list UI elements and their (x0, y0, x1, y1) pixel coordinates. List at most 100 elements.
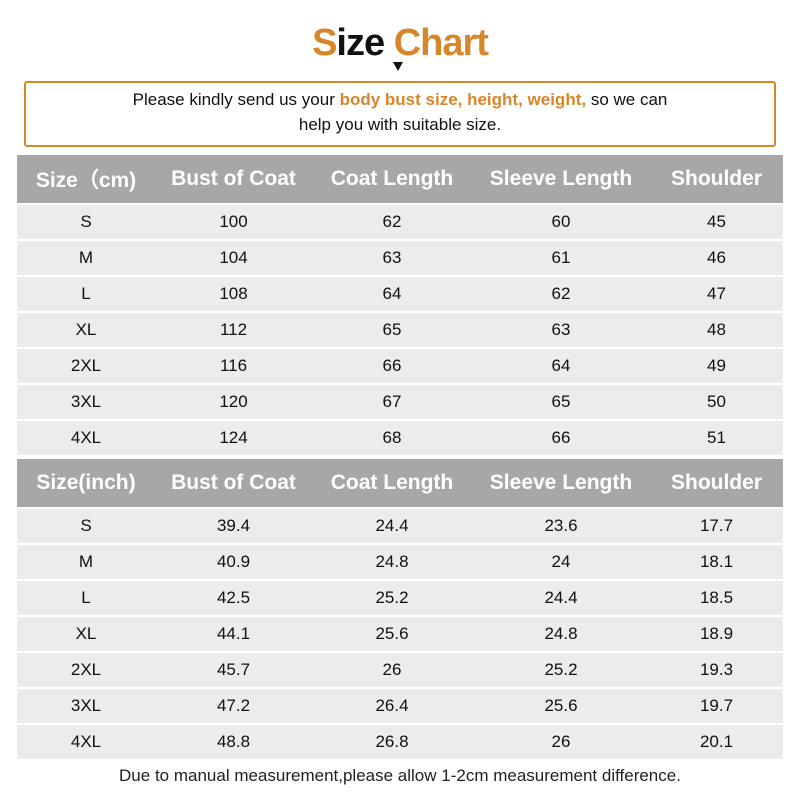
table-cell: 45 (650, 205, 783, 239)
table-cell: M (17, 545, 155, 579)
table-row: XL 44.1 25.6 24.8 18.9 (17, 617, 783, 651)
table-cell: 64 (312, 277, 472, 311)
table-cell: 39.4 (155, 509, 312, 543)
table-cell: 18.1 (650, 545, 783, 579)
column-header: Shoulder (650, 459, 783, 507)
table-cell: 66 (472, 421, 650, 455)
table-cell: 42.5 (155, 581, 312, 615)
table-cell: 26 (472, 725, 650, 759)
column-header: Coat Length (312, 155, 472, 203)
table-cell: L (17, 277, 155, 311)
column-header: Coat Length (312, 459, 472, 507)
notice-text-end: so we can (586, 90, 668, 109)
table-cell: 24.8 (472, 617, 650, 651)
notice-box: Please kindly send us your body bust siz… (24, 81, 776, 147)
column-header: Size（cm) (17, 155, 155, 203)
table-row: 3XL 47.2 26.4 25.6 19.7 (17, 689, 783, 723)
down-arrow-icon (393, 62, 403, 71)
table-cell: XL (17, 313, 155, 347)
table-cell: 61 (472, 241, 650, 275)
table-cell: 47 (650, 277, 783, 311)
table-cell: 48 (650, 313, 783, 347)
table-cell: 40.9 (155, 545, 312, 579)
table-cell: 46 (650, 241, 783, 275)
table-cell: 64 (472, 349, 650, 383)
table-cell: 108 (155, 277, 312, 311)
table-cell: 65 (472, 385, 650, 419)
table-row: 4XL 48.8 26.8 26 20.1 (17, 725, 783, 759)
table-cell: 51 (650, 421, 783, 455)
table-row: M 40.9 24.8 24 18.1 (17, 545, 783, 579)
header-row: Size（cm) Bust of Coat Coat Length Sleeve Le… (17, 155, 783, 203)
table-row: M 104 63 61 46 (17, 241, 783, 275)
table-row: 4XL 124 68 66 51 (17, 421, 783, 455)
table-row: S 39.4 24.4 23.6 17.7 (17, 509, 783, 543)
table-row: S 100 62 60 45 (17, 205, 783, 239)
title-rest: ize (336, 22, 385, 64)
table-cell: 24 (472, 545, 650, 579)
column-header: Sleeve Length (472, 459, 650, 507)
table-cell: 19.7 (650, 689, 783, 723)
footer-note: Due to manual measurement,please allow 1… (119, 766, 681, 785)
table-cell: 2XL (17, 349, 155, 383)
cm-size-table: Size（cm) Bust of Coat Coat Length Sleeve Le… (17, 153, 783, 457)
table-row: 2XL 116 66 64 49 (17, 349, 783, 383)
table-cell: 24.4 (472, 581, 650, 615)
table-cell: 25.2 (312, 581, 472, 615)
table-cell: 26.4 (312, 689, 472, 723)
table-cell: 24.8 (312, 545, 472, 579)
table-row: XL 112 65 63 48 (17, 313, 783, 347)
column-header: Sleeve Length (472, 155, 650, 203)
table-row: L 42.5 25.2 24.4 18.5 (17, 581, 783, 615)
notice-highlight: body bust size, height, weight, (339, 90, 587, 109)
table-cell: 100 (155, 205, 312, 239)
title-accent-letter: S (312, 22, 337, 64)
table-cell: 124 (155, 421, 312, 455)
title-chart-word: Chart (393, 22, 489, 64)
table-cell: 24.4 (312, 509, 472, 543)
table-cell: 112 (155, 313, 312, 347)
table-cell: 50 (650, 385, 783, 419)
table-cell: 44.1 (155, 617, 312, 651)
table-cell: 104 (155, 241, 312, 275)
page-title: Size Chart (0, 22, 800, 65)
table-row: 2XL 45.7 26 25.2 19.3 (17, 653, 783, 687)
table-cell: 3XL (17, 385, 155, 419)
table-cell: 63 (312, 241, 472, 275)
header-row: Size(inch) Bust of Coat Coat Length Sleeve … (17, 459, 783, 507)
column-header: Bust of Coat (155, 155, 312, 203)
table-cell: 25.2 (472, 653, 650, 687)
table-cell: 47.2 (155, 689, 312, 723)
table-cell: 25.6 (472, 689, 650, 723)
table-cell: 19.3 (650, 653, 783, 687)
table-cell: 48.8 (155, 725, 312, 759)
table-cell: S (17, 205, 155, 239)
table-cell: 49 (650, 349, 783, 383)
table-cell: 65 (312, 313, 472, 347)
table-cell: M (17, 241, 155, 275)
table-cell: 26 (312, 653, 472, 687)
table-cell: 62 (312, 205, 472, 239)
table-cell: 3XL (17, 689, 155, 723)
table-cell: 18.5 (650, 581, 783, 615)
column-header: Size(inch) (17, 459, 155, 507)
table-cell: 116 (155, 349, 312, 383)
table-cell: 45.7 (155, 653, 312, 687)
table-cell: 4XL (17, 725, 155, 759)
table-cell: 25.6 (312, 617, 472, 651)
table-cell: 2XL (17, 653, 155, 687)
table-cell: 20.1 (650, 725, 783, 759)
table-cell: 26.8 (312, 725, 472, 759)
notice-line2: help you with suitable size. (298, 115, 502, 134)
column-header: Bust of Coat (155, 459, 312, 507)
table-cell: 60 (472, 205, 650, 239)
table-cell: 120 (155, 385, 312, 419)
column-header: Shoulder (650, 155, 783, 203)
table-cell: 17.7 (650, 509, 783, 543)
table-cell: 18.9 (650, 617, 783, 651)
table-cell: 23.6 (472, 509, 650, 543)
table-cell: S (17, 509, 155, 543)
table-cell: 67 (312, 385, 472, 419)
inch-size-table: Size(inch) Bust of Coat Coat Length Sleeve … (17, 457, 783, 761)
notice-text: Please kindly send us your (132, 90, 340, 109)
